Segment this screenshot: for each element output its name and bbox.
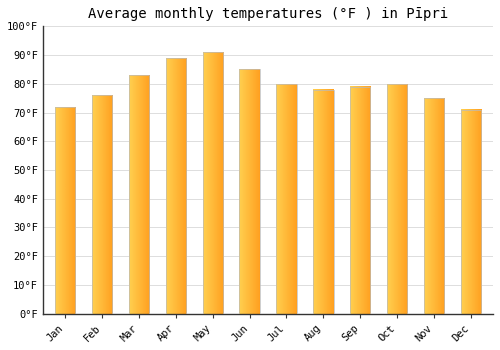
Bar (350, 87, 370, 314)
Bar (387, 84, 407, 314)
Bar (202, 52, 223, 314)
Bar (240, 69, 260, 314)
Title: Average monthly temperatures (°F ) in Pīpri: Average monthly temperatures (°F ) in Pī… (88, 7, 448, 21)
Bar (461, 110, 481, 314)
Bar (166, 58, 186, 314)
Bar (129, 75, 149, 314)
Bar (313, 90, 334, 314)
Bar (424, 98, 444, 314)
Bar (276, 84, 296, 314)
Bar (55, 107, 76, 314)
Bar (92, 95, 112, 314)
